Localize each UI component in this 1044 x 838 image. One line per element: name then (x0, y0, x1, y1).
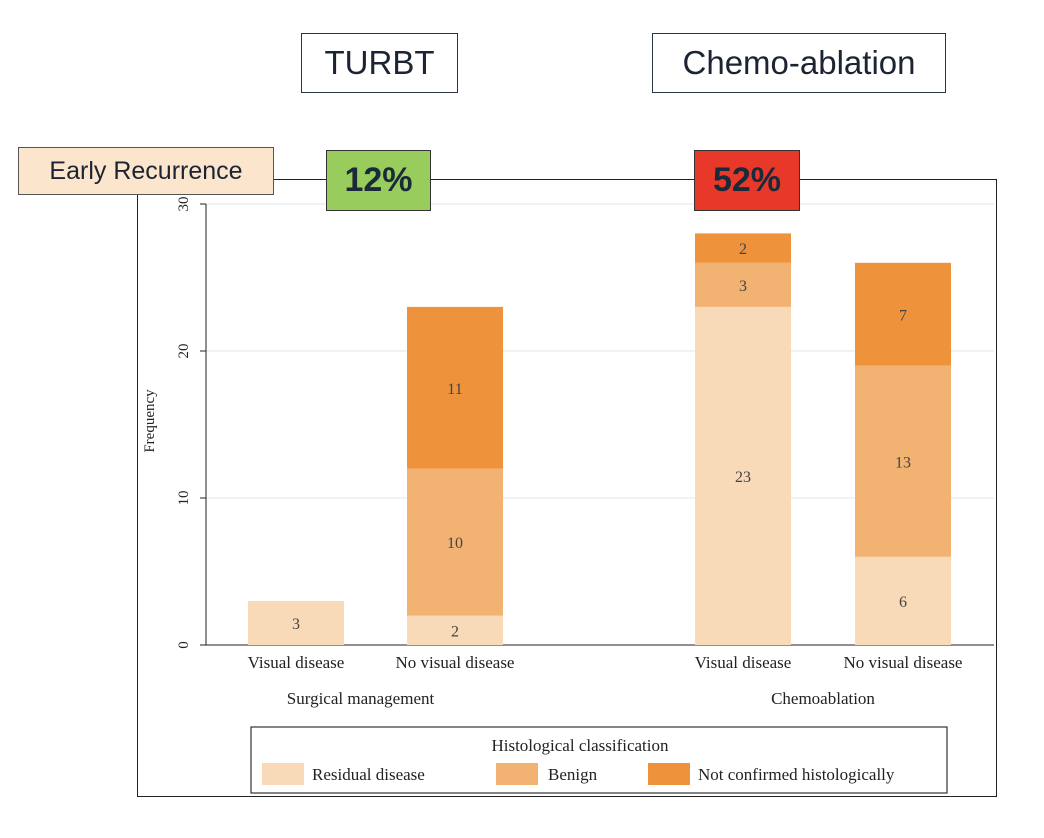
y-tick-label: 10 (176, 491, 192, 506)
bar-segment (695, 262, 791, 307)
early-recurrence-label: Early Recurrence (18, 147, 274, 195)
bar-segment (407, 468, 503, 616)
legend-label: Benign (548, 765, 598, 784)
bar-value-label: 13 (895, 454, 911, 471)
y-tick-label: 0 (176, 641, 192, 649)
bar-value-label: 3 (739, 278, 747, 295)
bar-value-label: 2 (451, 623, 459, 640)
turbt-title: TURBT (301, 33, 458, 93)
bar-segment (855, 556, 951, 645)
bar-segment (407, 615, 503, 645)
x-category-label: No visual disease (844, 653, 963, 672)
bar-value-label: 23 (735, 469, 751, 486)
y-tick-label: 20 (176, 344, 192, 359)
x-group-label: Chemoablation (771, 689, 875, 708)
bar-segment (855, 365, 951, 557)
legend-label: Not confirmed histologically (698, 765, 895, 784)
y-tick-label: 30 (176, 197, 192, 212)
turbt-recurrence-percent: 12% (326, 150, 431, 211)
legend-swatch (496, 763, 538, 785)
x-category-label: No visual disease (396, 653, 515, 672)
bar-value-label: 6 (899, 594, 907, 611)
bar-segment (407, 306, 503, 469)
bar-value-label: 10 (447, 535, 463, 552)
legend-swatch (262, 763, 304, 785)
bar-value-label: 11 (447, 381, 462, 398)
x-group-label: Surgical management (287, 689, 435, 708)
bar-segment (695, 306, 791, 645)
x-category-label: Visual disease (695, 653, 792, 672)
bar-segment (248, 600, 344, 645)
x-category-label: Visual disease (248, 653, 345, 672)
legend-label: Residual disease (312, 765, 425, 784)
bar-value-label: 2 (739, 241, 747, 258)
bar-value-label: 3 (292, 616, 300, 633)
legend-title: Histological classification (491, 736, 669, 755)
bar-segment (855, 262, 951, 366)
y-axis-label: Frequency (142, 389, 158, 453)
chart-frame (137, 179, 997, 797)
bar-segment (695, 233, 791, 263)
legend-swatch (648, 763, 690, 785)
bar-value-label: 7 (899, 307, 907, 324)
chemo-recurrence-percent: 52% (694, 150, 800, 211)
legend-box (250, 726, 948, 794)
chemo-ablation-title: Chemo-ablation (652, 33, 946, 93)
